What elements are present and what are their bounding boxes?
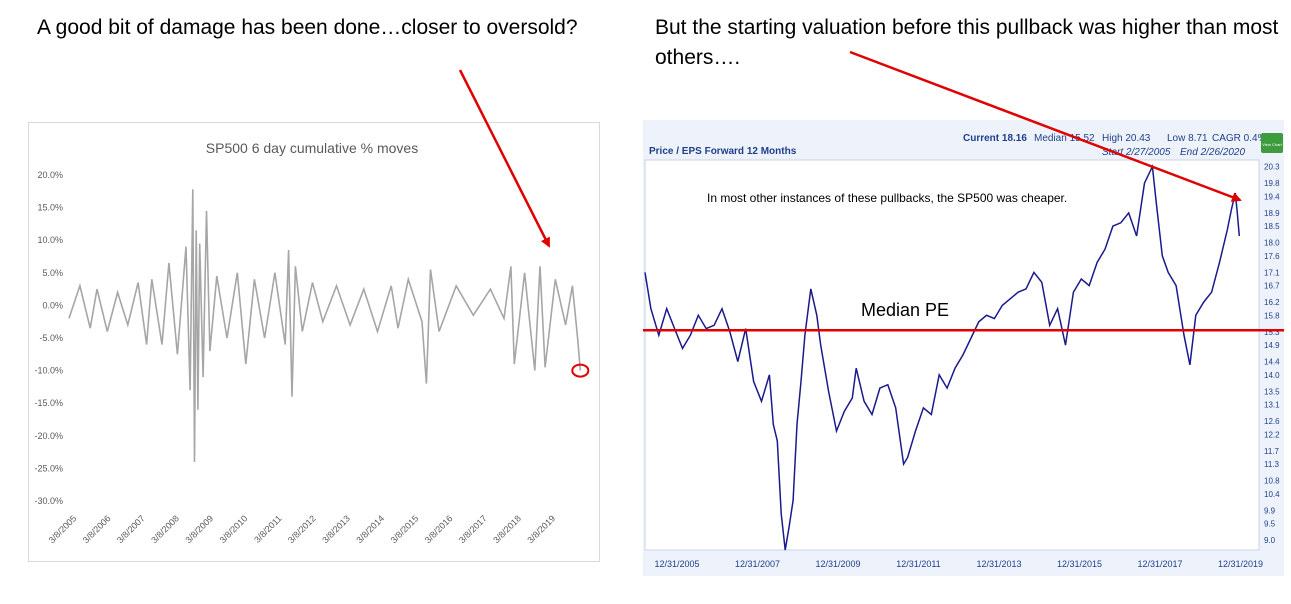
x-tick-label: 12/31/2005 (654, 559, 699, 569)
y-tick-label: 18.5 (1264, 222, 1280, 231)
y-tick-label: 18.0 (1264, 239, 1280, 248)
x-tick-label: 3/8/2006 (81, 513, 113, 545)
x-tick-label: 12/31/2011 (896, 559, 940, 569)
x-tick-label: 3/8/2008 (149, 513, 181, 545)
x-tick-label: 3/8/2011 (252, 513, 283, 544)
y-tick-label: 17.6 (1264, 252, 1280, 261)
y-tick-label: 9.5 (1264, 520, 1276, 529)
y-tick-label: 19.8 (1264, 179, 1280, 188)
y-tick-label: 9.9 (1264, 506, 1276, 515)
y-tick-label: 14.0 (1264, 371, 1280, 380)
y-tick-label: -30.0% (34, 496, 63, 506)
y-tick-label: 10.8 (1264, 477, 1280, 486)
y-tick-label: -15.0% (34, 398, 63, 408)
highlight-circle (571, 363, 590, 378)
x-tick-label: 3/8/2005 (47, 513, 79, 545)
y-tick-label: 18.9 (1264, 209, 1280, 218)
y-tick-label: 10.0% (37, 235, 63, 245)
y-tick-label: -10.0% (34, 366, 63, 376)
y-tick-label: 5.0% (42, 268, 63, 278)
y-tick-label: -20.0% (34, 431, 63, 441)
stat-low: Low 8.71 (1167, 133, 1208, 144)
y-tick-label: 9.0 (1264, 536, 1276, 545)
x-tick-label: 12/31/2017 (1137, 559, 1182, 569)
x-tick-label: 12/31/2013 (976, 559, 1021, 569)
y-tick-label: 0.0% (42, 300, 63, 310)
stat-median: Median 15.52 (1034, 133, 1095, 144)
x-tick-label: 12/31/2015 (1057, 559, 1102, 569)
y-tick-label: 12.6 (1264, 417, 1280, 426)
view-chart-button-label: View Chart (1262, 142, 1282, 147)
sp500-moves-chart: SP500 6 day cumulative % moves 20.0% 15.0… (34, 140, 590, 545)
y-tick-label: 13.1 (1264, 401, 1280, 410)
y-tick-label: 17.1 (1264, 268, 1280, 277)
stat-start: Start 2/27/2005 (1102, 147, 1171, 158)
stat-end: End 2/26/2020 (1180, 147, 1245, 158)
y-tick-label: 10.4 (1264, 490, 1280, 499)
right-headline: But the starting valuation before this p… (655, 16, 1279, 69)
y-tick-label: 16.7 (1264, 282, 1280, 291)
x-tick-label: 3/8/2013 (320, 513, 352, 545)
y-tick-label: 14.4 (1264, 358, 1280, 367)
median-pe-label: Median PE (861, 300, 949, 320)
series-line (68, 189, 582, 462)
stat-current: Current 18.16 (963, 133, 1027, 144)
x-tick-label: 12/31/2009 (815, 559, 860, 569)
x-tick-label: 3/8/2010 (218, 513, 250, 545)
x-tick-label: 3/8/2014 (354, 513, 386, 545)
x-tick-label: 3/8/2017 (457, 513, 489, 545)
y-tick-label: 13.5 (1264, 387, 1280, 396)
x-tick-label: 3/8/2015 (389, 513, 421, 545)
y-tick-label: -5.0% (39, 333, 63, 343)
x-tick-label: 3/8/2019 (525, 513, 557, 545)
x-tick-label: 3/8/2012 (286, 513, 318, 545)
y-tick-label: 19.4 (1264, 192, 1280, 201)
pe-chart-title: Price / EPS Forward 12 Months (649, 146, 797, 157)
y-tick-label: 20.0% (37, 170, 63, 180)
left-headline: A good bit of damage has been done…close… (37, 16, 578, 39)
y-tick-label: 20.3 (1264, 163, 1280, 172)
y-tick-label: 14.9 (1264, 341, 1280, 350)
view-chart-button[interactable]: View Chart (1261, 133, 1283, 153)
x-tick-label: 3/8/2018 (491, 513, 523, 545)
stat-cagr: CAGR 0.4% (1212, 133, 1267, 144)
stat-high: High 20.43 (1102, 133, 1151, 144)
sp500-moves-chart-panel: SP500 6 day cumulative % moves 20.0% 15.0… (28, 122, 600, 562)
y-tick-label: 11.7 (1264, 447, 1280, 456)
y-tick-label: 15.8 (1264, 311, 1280, 320)
y-tick-label: -25.0% (34, 463, 63, 473)
y-tick-label: 16.2 (1264, 298, 1280, 307)
left-chart-title: SP500 6 day cumulative % moves (206, 140, 418, 156)
y-tick-label: 11.3 (1264, 460, 1280, 469)
x-tick-label: 3/8/2016 (423, 513, 455, 545)
y-tick-label: 12.2 (1264, 430, 1280, 439)
y-tick-label: 15.3 (1264, 328, 1280, 337)
x-tick-label: 3/8/2009 (183, 513, 215, 545)
y-tick-label: 15.0% (37, 203, 63, 213)
x-tick-label: 12/31/2019 (1218, 559, 1263, 569)
plot-area (644, 159, 1260, 551)
pullback-annotation: In most other instances of these pullbac… (707, 191, 1067, 205)
pe-ratio-chart-panel: Price / EPS Forward 12 Months Current 18… (643, 120, 1284, 576)
pe-ratio-chart: Price / EPS Forward 12 Months Current 18… (643, 133, 1284, 569)
x-tick-label: 3/8/2007 (115, 513, 147, 545)
x-tick-label: 12/31/2007 (735, 559, 780, 569)
